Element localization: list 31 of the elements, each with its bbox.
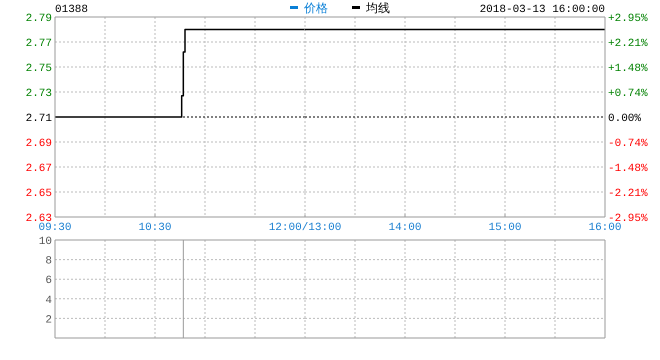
- chart-title: 01388: [55, 4, 88, 16]
- y-tick-label: 2.73: [26, 88, 52, 100]
- text: 2018-03-13 16:00:00: [480, 4, 605, 16]
- text: -0.74%: [608, 138, 648, 150]
- x-tick-label: 14:00: [388, 222, 422, 234]
- y-tick-label: 2.75: [26, 63, 52, 75]
- y-tick-label: 2.79: [26, 13, 52, 25]
- text: -1.48%: [608, 163, 648, 176]
- x-tick-label: 16:00: [588, 222, 622, 234]
- y-tick-label: 2.69: [26, 138, 52, 150]
- y-tick-label: 2.67: [26, 163, 52, 175]
- y-tick-label: 2: [45, 314, 52, 326]
- text: 0.00%: [608, 113, 642, 125]
- legend-label: 均线: [365, 1, 390, 15]
- text: +1.48%: [608, 62, 648, 75]
- y-tick-label: 2.77: [26, 38, 52, 50]
- y-tick-label: 2.65: [26, 188, 52, 200]
- y-tick-label: 8: [45, 256, 52, 268]
- text: +2.95%: [608, 13, 648, 25]
- y-tick-label: 10: [38, 236, 52, 248]
- x-tick-label: 12:00/13:00: [268, 222, 342, 234]
- text: -2.21%: [608, 188, 648, 200]
- x-tick-label: 09:30: [38, 222, 72, 234]
- y-tick-label: 2.71: [26, 113, 52, 125]
- x-tick-label: 15:00: [488, 222, 522, 234]
- x-tick-label: 10:30: [138, 222, 172, 234]
- y-tick-label: 4: [45, 294, 52, 307]
- text: +0.74%: [608, 88, 648, 100]
- y-tick-label: 6: [45, 275, 52, 288]
- text: +2.21%: [608, 38, 648, 50]
- legend-label: 价格: [303, 1, 328, 15]
